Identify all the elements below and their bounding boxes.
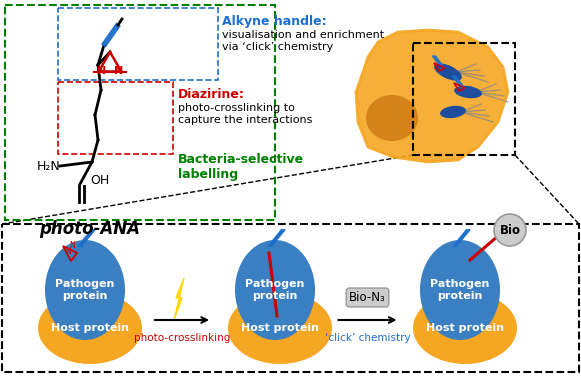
Text: photo-crosslinking to
capture the interactions: photo-crosslinking to capture the intera…: [178, 103, 313, 124]
Ellipse shape: [454, 86, 482, 98]
Text: H₂N: H₂N: [36, 159, 60, 173]
Polygon shape: [174, 278, 184, 320]
Ellipse shape: [420, 240, 500, 340]
Bar: [413, 43, 515, 155]
Text: ‘click’ chemistry: ‘click’ chemistry: [325, 333, 410, 343]
Text: Bio-N₃: Bio-N₃: [349, 291, 386, 304]
Text: N: N: [97, 67, 106, 76]
Text: visualisation and enrichment
via ‘click’ chemistry: visualisation and enrichment via ‘click’…: [222, 30, 384, 52]
Circle shape: [494, 214, 526, 246]
Text: Pathogen
protein: Pathogen protein: [55, 279, 114, 301]
Text: Pathogen
protein: Pathogen protein: [431, 279, 490, 301]
Text: Host protein: Host protein: [426, 323, 504, 333]
Ellipse shape: [413, 292, 517, 364]
Bar: [5, 5, 275, 220]
Ellipse shape: [45, 240, 125, 340]
Text: photo-crosslinking: photo-crosslinking: [134, 333, 230, 343]
Ellipse shape: [440, 106, 466, 118]
Text: N: N: [69, 241, 75, 250]
Ellipse shape: [235, 240, 315, 340]
Text: Bacteria-selective
labelling: Bacteria-selective labelling: [178, 153, 304, 181]
Ellipse shape: [38, 292, 142, 364]
Text: Pathogen
protein: Pathogen protein: [245, 279, 304, 301]
Text: Alkyne handle:: Alkyne handle:: [222, 15, 327, 28]
Polygon shape: [356, 30, 508, 162]
Text: N: N: [65, 247, 71, 256]
Text: OH: OH: [90, 173, 109, 186]
Text: photo-ANA: photo-ANA: [40, 220, 141, 238]
Text: Host protein: Host protein: [51, 323, 129, 333]
Ellipse shape: [434, 63, 462, 81]
Ellipse shape: [366, 95, 418, 141]
Text: Host protein: Host protein: [241, 323, 319, 333]
Ellipse shape: [228, 292, 332, 364]
Bar: [58, 8, 218, 80]
Text: Diazirine:: Diazirine:: [178, 88, 245, 101]
Text: N: N: [114, 67, 123, 76]
Bar: [58, 82, 173, 154]
Text: Bio: Bio: [500, 223, 521, 237]
Bar: [2, 224, 579, 372]
